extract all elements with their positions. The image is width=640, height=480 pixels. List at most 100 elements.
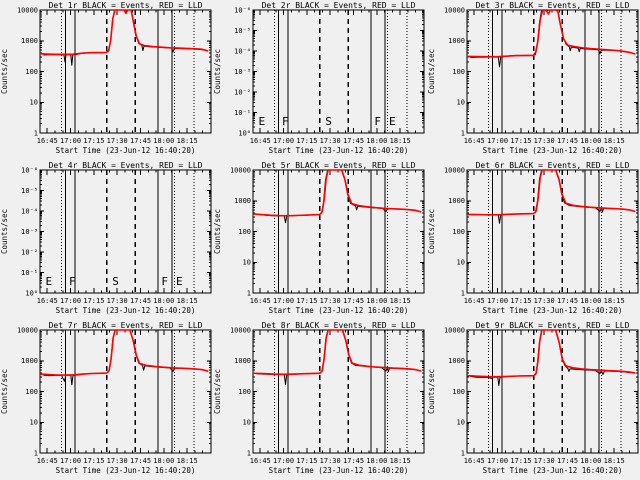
svg-text:1: 1 — [460, 289, 464, 297]
svg-text:1000: 1000 — [21, 357, 38, 365]
svg-text:10⁻⁴: 10⁻⁴ — [21, 207, 38, 215]
x-axis-label: Start Time (23-Jun-12 16:40:20) — [56, 146, 196, 155]
panel-title: Det 2r BLACK = Events, RED = LLD — [262, 1, 416, 10]
lld-series-line — [253, 329, 422, 376]
plot-panel-det-4r: Det 4r BLACK = Events, RED = LLD 16:45 17:… — [0, 160, 213, 320]
lld-series-line — [253, 169, 422, 217]
y-tick-labels: 10⁰ 10⁻¹ 10⁻² 10⁻³ 10⁻⁴ 10⁻⁵ 10⁻⁶ — [21, 166, 38, 297]
svg-text:17:00: 17:00 — [273, 137, 294, 145]
events-series-line — [256, 169, 417, 224]
svg-text:10⁰: 10⁰ — [25, 289, 38, 297]
plot-panel-det-6r: Det 6r BLACK = Events, RED = LLD 16:45 17:… — [427, 160, 640, 320]
svg-text:17:30: 17:30 — [107, 137, 128, 145]
svg-text:17:45: 17:45 — [130, 137, 151, 145]
svg-text:17:00: 17:00 — [487, 457, 508, 465]
plot-panel-det-2r: Det 2r BLACK = Events, RED = LLD 16:45 17:… — [213, 0, 426, 160]
events-series-line — [256, 329, 417, 385]
svg-text:18:15: 18:15 — [603, 297, 624, 305]
svg-text:17:00: 17:00 — [60, 137, 81, 145]
event-marker-lines — [274, 330, 408, 453]
x-axis-label: Start Time (23-Jun-12 16:40:20) — [269, 466, 409, 475]
svg-text:17:30: 17:30 — [320, 457, 341, 465]
svg-text:16:45: 16:45 — [250, 137, 271, 145]
x-axis-label: Start Time (23-Jun-12 16:40:20) — [56, 306, 196, 315]
panel-title: Det 4r BLACK = Events, RED = LLD — [49, 161, 203, 170]
svg-text:18:00: 18:00 — [580, 457, 601, 465]
svg-text:1: 1 — [247, 449, 251, 457]
event-marker-lines — [274, 10, 408, 133]
svg-text:100: 100 — [452, 68, 465, 76]
x-tick-labels: 16:45 17:00 17:15 17:30 17:45 18:00 18:15 — [463, 457, 624, 465]
svg-text:18:00: 18:00 — [580, 137, 601, 145]
event-marker-lines — [61, 330, 195, 453]
lld-series-line — [39, 329, 209, 376]
lld-series-line — [466, 9, 636, 58]
svg-text:10000: 10000 — [444, 6, 465, 14]
svg-text:18:15: 18:15 — [390, 457, 411, 465]
events-series-line — [43, 329, 204, 386]
svg-text:100: 100 — [239, 228, 252, 236]
svg-text:10: 10 — [456, 99, 464, 107]
plot-panel-det-5r: Det 5r BLACK = Events, RED = LLD 16:45 17:… — [213, 160, 426, 320]
svg-text:1000: 1000 — [448, 37, 465, 45]
svg-text:18:15: 18:15 — [177, 457, 198, 465]
y-tick-labels: 1 10 100 1000 10000 — [230, 166, 251, 297]
x-tick-labels: 16:45 17:00 17:15 17:30 17:45 18:00 18:15 — [37, 137, 198, 145]
panel-title: Det 5r BLACK = Events, RED = LLD — [262, 161, 416, 170]
svg-text:17:30: 17:30 — [107, 457, 128, 465]
y-tick-labels: 10⁰ 10⁻¹ 10⁻² 10⁻³ 10⁻⁴ 10⁻⁵ 10⁻⁶ — [234, 6, 251, 137]
x-tick-labels: 16:45 17:00 17:15 17:30 17:45 18:00 18:15 — [250, 137, 411, 145]
flag-letter-E: E — [46, 275, 53, 288]
flag-letter-E: E — [389, 115, 396, 128]
svg-text:17:45: 17:45 — [557, 137, 578, 145]
svg-text:16:45: 16:45 — [463, 457, 484, 465]
svg-text:10000: 10000 — [230, 166, 251, 174]
svg-text:17:30: 17:30 — [533, 457, 554, 465]
event-marker-lines — [487, 10, 622, 133]
y-axis-label: Counts/sec — [0, 49, 9, 94]
svg-text:17:45: 17:45 — [130, 457, 151, 465]
svg-text:18:15: 18:15 — [390, 137, 411, 145]
svg-text:10: 10 — [243, 419, 251, 427]
svg-text:17:30: 17:30 — [533, 297, 554, 305]
panel-title: Det 6r BLACK = Events, RED = LLD — [475, 161, 629, 170]
x-axis-label: Start Time (23-Jun-12 16:40:20) — [482, 146, 622, 155]
panel-title: Det 7r BLACK = Events, RED = LLD — [49, 321, 203, 330]
lld-series-line — [39, 9, 209, 56]
svg-text:100: 100 — [25, 68, 38, 76]
svg-text:10000: 10000 — [17, 6, 38, 14]
flag-letter-E: E — [259, 115, 266, 128]
axis-ticks — [466, 169, 638, 294]
svg-text:18:15: 18:15 — [603, 457, 624, 465]
svg-text:17:45: 17:45 — [557, 297, 578, 305]
event-marker-lines — [487, 330, 622, 453]
svg-text:17:00: 17:00 — [487, 137, 508, 145]
svg-text:1: 1 — [34, 129, 38, 137]
svg-text:10⁻⁵: 10⁻⁵ — [234, 27, 251, 35]
x-tick-labels: 16:45 17:00 17:15 17:30 17:45 18:00 18:15 — [250, 457, 411, 465]
svg-text:10: 10 — [30, 419, 38, 427]
x-tick-labels: 16:45 17:00 17:15 17:30 17:45 18:00 18:15 — [250, 297, 411, 305]
y-tick-labels: 1 10 100 1000 10000 — [17, 326, 38, 457]
svg-text:18:15: 18:15 — [390, 297, 411, 305]
svg-text:18:00: 18:00 — [580, 297, 601, 305]
svg-text:18:00: 18:00 — [367, 297, 388, 305]
svg-text:100: 100 — [25, 388, 38, 396]
svg-text:17:15: 17:15 — [297, 457, 318, 465]
svg-text:10000: 10000 — [17, 326, 38, 334]
svg-text:1000: 1000 — [234, 357, 251, 365]
x-tick-labels: 16:45 17:00 17:15 17:30 17:45 18:00 18:15 — [463, 297, 624, 305]
svg-text:17:15: 17:15 — [510, 137, 531, 145]
svg-text:18:15: 18:15 — [177, 137, 198, 145]
plot-panel-det-3r: Det 3r BLACK = Events, RED = LLD 16:45 17:… — [427, 0, 640, 160]
svg-text:10⁻³: 10⁻³ — [234, 68, 251, 76]
svg-text:10⁻⁶: 10⁻⁶ — [21, 166, 38, 174]
